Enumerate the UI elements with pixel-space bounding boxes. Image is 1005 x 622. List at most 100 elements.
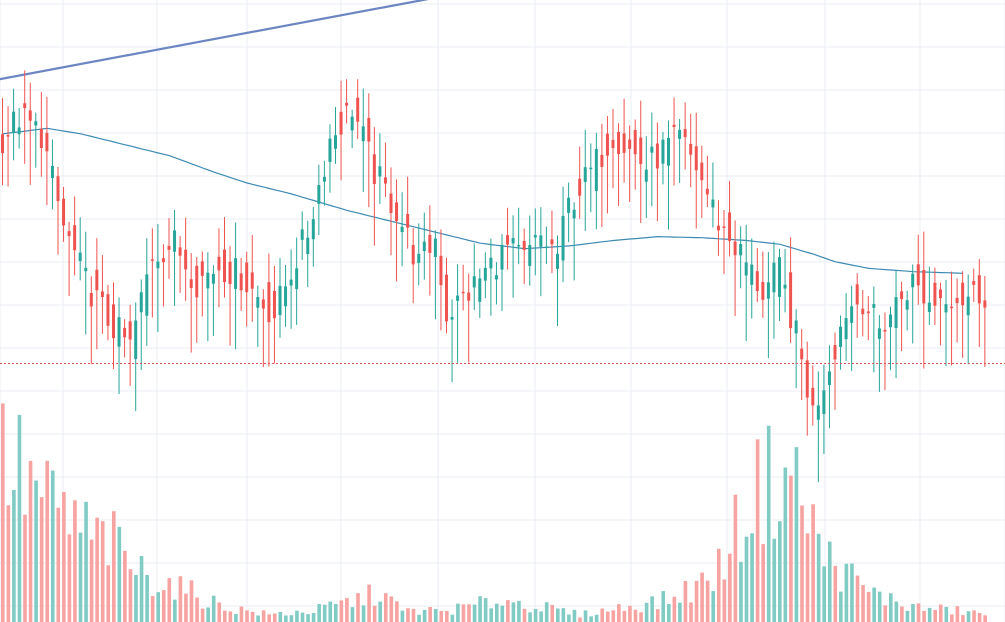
up-candle-body: [556, 253, 559, 269]
down-volume-bar: [722, 579, 727, 622]
up-volume-bar: [772, 538, 777, 622]
down-volume-bar: [700, 572, 704, 622]
down-candle-body: [184, 249, 188, 270]
up-volume-bar: [289, 615, 294, 622]
up-volume-bar: [300, 612, 305, 622]
up-volume-bar: [400, 610, 405, 622]
up-volume-bar: [139, 556, 144, 622]
down-candle-body: [639, 137, 643, 164]
up-volume-bar: [667, 604, 671, 622]
up-candle-body: [456, 295, 460, 301]
up-volume-bar: [417, 614, 421, 622]
up-candle-body: [816, 405, 820, 420]
down-volume-bar: [938, 604, 943, 622]
down-volume-bar: [883, 605, 888, 622]
up-volume-bar: [12, 489, 16, 622]
up-volume-bar: [284, 615, 288, 622]
up-candle-body: [905, 300, 909, 310]
down-volume-bar: [578, 617, 582, 622]
down-candle-body: [95, 269, 99, 291]
up-candle-body: [583, 167, 587, 182]
down-candle-body: [972, 281, 976, 285]
down-candle-body: [805, 360, 809, 398]
up-volume-bar: [450, 614, 455, 622]
down-volume-bar: [67, 534, 72, 622]
up-volume-bar: [483, 598, 488, 622]
up-volume-bar: [17, 414, 22, 622]
up-candle-body: [433, 238, 437, 257]
down-candle-body: [950, 306, 954, 309]
down-candle-body: [167, 245, 171, 250]
up-candle-body: [211, 273, 215, 284]
up-candle-body: [50, 165, 54, 179]
down-volume-bar: [411, 608, 416, 622]
down-volume-bar: [95, 517, 99, 622]
up-volume-bar: [472, 604, 477, 622]
down-candle-body: [672, 124, 676, 127]
up-volume-bar: [561, 608, 566, 622]
down-volume-bar: [855, 575, 860, 622]
down-candle-body: [112, 304, 115, 339]
up-volume-bar: [478, 596, 482, 622]
up-volume-bar: [256, 615, 260, 622]
up-volume-bar: [944, 606, 949, 622]
up-candle-body: [667, 137, 670, 166]
down-candle-body: [106, 294, 110, 326]
up-candle-body: [12, 111, 16, 134]
up-volume-bar: [844, 563, 849, 622]
up-volume-bar: [500, 605, 505, 622]
up-volume-bar: [433, 609, 438, 622]
up-volume-bar: [744, 536, 749, 622]
down-candle-body: [938, 289, 942, 299]
up-candle-body: [139, 292, 143, 313]
down-candle-body: [39, 128, 43, 149]
down-candle-body: [761, 282, 765, 300]
up-candle-body: [889, 314, 892, 328]
down-volume-bar: [916, 603, 921, 622]
up-candle-body: [650, 146, 654, 153]
down-candle-body: [694, 146, 698, 171]
up-candle-body: [822, 390, 826, 415]
down-candle-body: [633, 129, 637, 155]
up-candle-body: [772, 262, 776, 293]
down-volume-bar: [728, 553, 732, 622]
up-candle-body: [644, 169, 648, 182]
down-candle-body: [600, 154, 604, 167]
up-candle-body: [944, 304, 948, 313]
up-candle-body: [328, 138, 332, 162]
up-volume-bar: [134, 574, 138, 622]
up-candle-body: [528, 245, 532, 266]
up-candle-body: [500, 244, 504, 270]
up-volume-bar: [839, 591, 843, 622]
up-volume-bar: [827, 541, 832, 622]
up-candle-body: [289, 279, 293, 286]
up-volume-bar: [766, 425, 771, 622]
down-volume-bar: [694, 580, 699, 622]
down-candle-body: [28, 110, 32, 121]
line-layer: [0, 0, 964, 274]
down-candle-body: [67, 231, 71, 237]
down-volume-bar: [189, 580, 194, 622]
up-volume-bar: [905, 610, 910, 622]
down-volume-bar: [217, 602, 222, 622]
up-volume-bar: [594, 614, 599, 622]
down-candle-body: [367, 117, 371, 142]
down-candle-body: [128, 321, 132, 340]
down-volume-bar: [28, 460, 33, 622]
down-candle-body: [62, 198, 66, 226]
down-volume-bar: [506, 600, 510, 622]
up-volume-bar: [589, 616, 593, 622]
down-volume-bar: [972, 610, 976, 622]
down-volume-bar: [833, 565, 838, 622]
down-candle-body: [23, 103, 27, 109]
up-volume-bar: [894, 601, 899, 622]
down-candle-body: [445, 274, 448, 322]
down-candle-body: [100, 291, 104, 298]
down-volume-bar: [106, 565, 111, 622]
down-candle-body: [622, 133, 626, 153]
up-volume-bar: [378, 601, 382, 622]
down-volume-bar: [733, 494, 738, 622]
down-volume-bar: [716, 548, 721, 622]
up-candle-body: [256, 297, 260, 308]
down-volume-bar: [195, 597, 199, 622]
